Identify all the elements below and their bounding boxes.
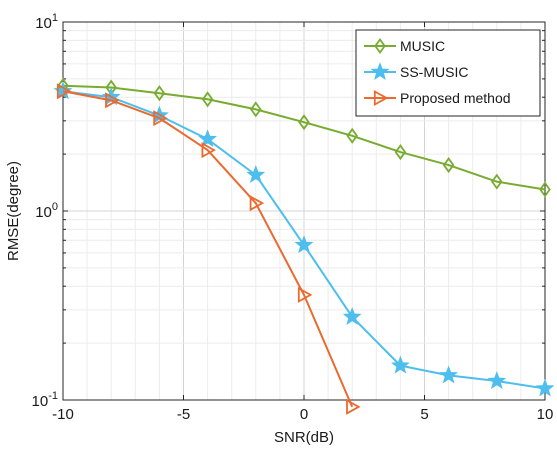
data-point <box>105 92 120 109</box>
x-axis-label: SNR(dB) <box>274 429 334 446</box>
legend-label: Proposed method <box>400 90 511 106</box>
x-tick-label: 10 <box>537 406 554 423</box>
data-point <box>394 144 407 161</box>
data-point <box>390 355 410 374</box>
legend-box <box>355 29 541 117</box>
data-point <box>198 129 218 148</box>
data-point <box>249 195 265 212</box>
x-tick-label: -10 <box>52 406 74 423</box>
y-tick-label: 10-1 <box>32 390 58 410</box>
axes-layer <box>62 21 546 401</box>
series-line <box>62 90 354 408</box>
legend-label: SS-MUSIC <box>400 64 468 80</box>
series-proposed-method <box>56 83 361 415</box>
series-line <box>62 84 546 191</box>
data-point <box>442 157 455 174</box>
legend-swatch-marker <box>373 89 389 107</box>
data-point <box>298 114 310 131</box>
legend-swatch-marker <box>370 62 390 81</box>
data-point <box>250 101 262 118</box>
data-point <box>342 307 362 325</box>
legend-label: MUSIC <box>400 38 445 54</box>
legend-swatch-marker <box>374 37 386 55</box>
data-point <box>346 398 361 415</box>
data-point <box>56 83 72 100</box>
legend-item: SS-MUSIC <box>364 62 468 81</box>
legend-item: Proposed method <box>364 89 511 107</box>
y-tick-label: 100 <box>35 201 58 221</box>
data-point <box>201 142 216 159</box>
data-point <box>535 378 555 397</box>
legend: MUSIC SS-MUSIC Proposed method <box>355 29 541 117</box>
data-point <box>246 165 266 184</box>
data-point <box>153 85 166 102</box>
data-point <box>439 365 459 384</box>
data-point <box>294 235 314 254</box>
data-point <box>487 371 507 390</box>
data-point <box>491 173 503 190</box>
x-tick-label: 5 <box>420 406 428 423</box>
data-point <box>539 181 551 198</box>
data-point <box>346 127 358 144</box>
y-axis-label: RMSE(degree) <box>5 161 22 261</box>
x-tick-label: -5 <box>177 406 190 423</box>
legend-item: MUSIC <box>364 37 445 55</box>
data-point <box>153 110 168 127</box>
tick-labels: -10 -5 0 5 10 10-1 100 101 <box>32 12 554 423</box>
data-point <box>201 91 214 108</box>
x-tick-label: 0 <box>300 406 308 423</box>
y-tick-label: 101 <box>35 12 58 32</box>
data-point <box>297 286 313 303</box>
series-layer <box>53 77 555 415</box>
